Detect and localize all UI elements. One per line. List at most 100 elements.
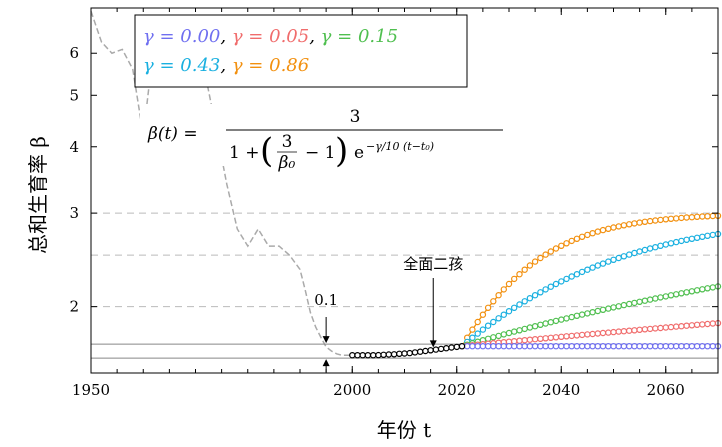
data-point <box>688 235 696 242</box>
data-point <box>688 322 696 329</box>
data-point <box>484 343 492 350</box>
data-point <box>610 343 617 350</box>
data-point <box>584 331 591 338</box>
data-point <box>631 249 638 257</box>
observed-point <box>364 352 372 359</box>
data-point <box>626 251 633 258</box>
data-point <box>573 312 581 319</box>
y-tick-label: 2 <box>69 298 79 316</box>
data-point <box>474 330 481 337</box>
data-point <box>584 310 591 317</box>
data-point <box>542 286 549 293</box>
data-point <box>688 343 696 350</box>
legend-box <box>134 14 468 88</box>
policy-label: 全面二孩 <box>403 255 463 273</box>
series-000 <box>458 343 722 350</box>
legend-entry-gamma-015: γ = 0.15 <box>321 26 398 47</box>
data-point <box>678 214 685 222</box>
formula-exponent: −γ/10 (t−t₀) <box>366 140 434 153</box>
data-point <box>578 233 586 240</box>
x-tick-label: 1950 <box>72 381 110 399</box>
data-point <box>500 331 507 338</box>
data-point <box>610 256 617 263</box>
data-point <box>636 298 643 305</box>
data-point <box>652 325 659 332</box>
data-point <box>521 325 528 333</box>
data-point <box>578 343 586 350</box>
data-point <box>516 271 523 278</box>
data-point <box>505 280 513 288</box>
data-point <box>704 232 711 239</box>
data-point <box>667 323 675 331</box>
data-point <box>599 260 607 267</box>
data-point <box>594 307 602 315</box>
data-point <box>615 303 622 310</box>
data-point <box>704 285 711 292</box>
data-point <box>683 322 690 329</box>
data-point <box>605 258 612 265</box>
data-point <box>511 328 518 335</box>
formula-numerator: 3 <box>350 107 361 127</box>
data-point <box>495 315 502 322</box>
data-point <box>683 236 690 243</box>
observed-point <box>385 351 392 358</box>
data-point <box>709 212 717 220</box>
data-point <box>589 330 596 338</box>
data-point <box>631 343 638 350</box>
data-point <box>678 343 685 350</box>
data-point <box>605 305 612 312</box>
data-point <box>615 328 622 335</box>
data-point <box>511 304 518 311</box>
data-point <box>516 337 523 344</box>
data-point <box>662 241 670 248</box>
data-point <box>479 326 487 333</box>
data-point <box>646 245 654 252</box>
data-point <box>657 294 664 301</box>
data-point <box>505 343 513 350</box>
projection-series <box>458 212 722 350</box>
data-point <box>474 318 481 326</box>
data-point <box>673 323 680 330</box>
data-point <box>652 343 659 350</box>
data-point <box>511 343 518 350</box>
observed-point <box>401 350 408 357</box>
data-point <box>652 295 659 302</box>
data-point <box>709 231 717 239</box>
data-point <box>678 323 685 330</box>
formula-lhs: β(t) = <box>147 124 198 144</box>
data-point <box>605 225 612 232</box>
data-point <box>626 327 633 334</box>
legend-entry-gamma-0: γ = 0.00 <box>143 26 220 47</box>
data-point <box>542 343 549 350</box>
data-point <box>709 320 717 327</box>
data-point <box>563 333 570 340</box>
observed-series <box>349 343 466 359</box>
data-point <box>552 280 560 288</box>
data-point <box>636 343 643 350</box>
y-tick-label: 6 <box>69 44 79 62</box>
data-point <box>641 297 649 304</box>
data-point <box>531 336 539 343</box>
data-point <box>704 213 711 220</box>
data-point <box>594 330 602 337</box>
data-point <box>526 262 534 269</box>
data-point <box>693 343 701 350</box>
data-point <box>636 326 643 333</box>
data-point <box>599 226 607 234</box>
data-point <box>469 326 476 333</box>
data-point <box>652 217 659 224</box>
data-point <box>573 235 581 242</box>
observed-point <box>417 348 424 355</box>
series-line <box>461 233 719 347</box>
data-point <box>469 334 476 341</box>
data-point <box>673 215 680 222</box>
data-point <box>563 343 570 350</box>
data-point <box>662 293 670 300</box>
data-point <box>709 343 717 350</box>
data-point <box>537 289 544 296</box>
data-point <box>652 243 659 251</box>
data-point <box>699 321 706 328</box>
data-point <box>620 343 628 350</box>
data-point <box>558 242 565 249</box>
data-point <box>626 300 633 308</box>
